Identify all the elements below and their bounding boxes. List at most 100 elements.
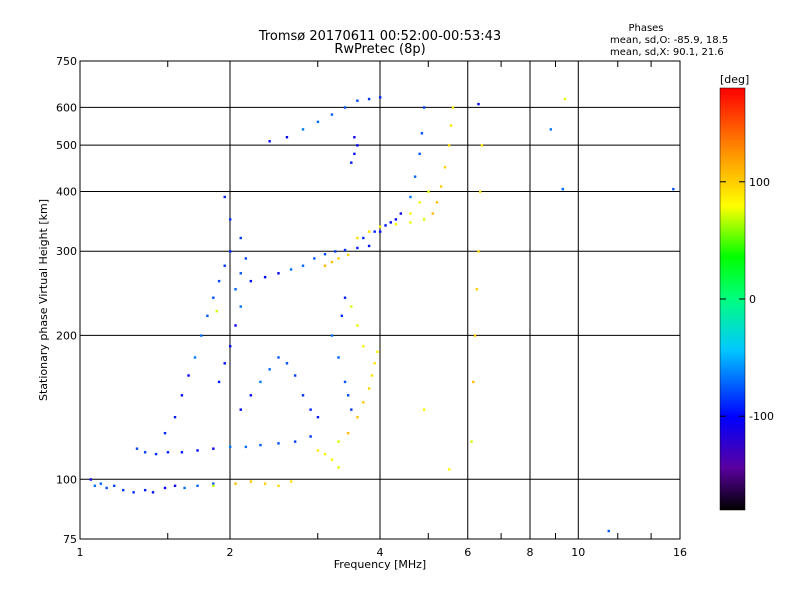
data-point-x [263,482,267,485]
data-point-o [234,324,237,327]
legend-line-o: mean, sd,O: -85.9, 18.5 [610,35,728,46]
data-point-o [239,408,242,411]
data-point-o [212,447,215,450]
data-point-o [193,356,197,359]
data-point-x [422,218,426,221]
data-point-o [122,488,125,492]
data-point-x [439,185,443,188]
data-point-o [309,408,312,411]
data-point-o [200,334,203,337]
data-point-o [196,449,199,452]
data-point-o [263,275,267,279]
data-point-o [166,451,170,454]
data-point-o [330,334,334,337]
data-point-o [293,440,297,443]
data-point-x [563,97,567,101]
data-point-o [356,144,359,147]
data-point-x [475,288,478,291]
y-axis-label: Stationary phase Virtual Height [km] [37,199,50,401]
data-point-o [346,394,350,397]
data-point-o [350,161,353,164]
data-point-o [217,279,221,283]
data-point-o [316,415,320,419]
data-point-o [105,486,108,490]
data-point-o [259,443,262,447]
data-point-o [277,272,280,275]
x-tick-label: 16 [673,546,687,559]
data-point-x [356,415,359,419]
data-point-x [330,458,334,461]
data-point-o [223,362,226,365]
data-point-x [427,190,430,193]
data-point-o [277,356,280,359]
data-point-x [379,225,382,228]
data-point-o [187,374,190,377]
data-point-x [362,401,365,404]
colorbar-ticks: 100 0 -100 [720,176,774,423]
x-axis-label: Frequency [MHz] [334,558,426,571]
data-point-x [234,482,237,485]
data-point-x [323,264,327,267]
data-point-x [356,324,359,327]
data-point-o [561,187,564,191]
y-tick-label: 100 [56,473,77,486]
y-tick-label: 200 [56,329,77,342]
data-point-o [112,484,116,488]
data-point-o [384,224,387,227]
data-point-o [607,529,610,533]
data-point-o [217,380,221,384]
data-point-o [268,140,271,143]
legend-line-x: mean, sd,X: 90.1, 21.6 [610,47,724,58]
data-point-o [239,272,242,275]
data-point-o [249,279,253,283]
x-tick-label: 6 [464,546,471,559]
chart-title: Tromsø 20170611 00:52:00-00:53:43 [258,29,501,44]
data-point-o [285,136,289,139]
data-point-x [447,468,451,471]
data-point-o [99,482,103,485]
data-point-o [337,356,340,359]
data-point-x [409,212,412,215]
data-point-o [180,451,184,454]
data-point-o [268,368,271,371]
data-point-o [229,345,232,348]
x-tick-label: 10 [571,546,585,559]
data-point-o [135,447,139,450]
data-point-o [373,230,376,233]
data-point-o [196,484,199,488]
data-point-x [431,212,434,215]
y-tick-label: 300 [56,245,77,258]
data-point-o [229,250,232,253]
y-tick-label: 500 [56,139,77,152]
plot-frame [79,60,681,540]
data-point-x [337,466,340,469]
data-point-x [215,309,219,313]
data-point-o [173,415,177,419]
data-point-x [370,374,374,377]
data-point-o [356,246,359,250]
data-point-o [154,452,158,456]
x-axis-ticks: 1 2 4 6 8 10 16 [77,61,687,559]
y-tick-label: 75 [63,533,77,546]
data-point-o [234,288,237,291]
data-point-x [337,440,340,443]
y-tick-label: 750 [56,55,77,68]
data-point-x [443,166,447,169]
data-point-x [289,480,293,483]
data-point-o [239,305,242,308]
data-point-x [409,221,412,224]
grid [80,61,680,539]
data-point-x [346,253,350,257]
data-point-o [334,250,337,253]
data-point-o [379,96,382,99]
data-point-o [353,152,356,156]
data-point-o [212,482,215,485]
data-point-o [180,394,184,397]
data-point-x [367,387,371,390]
data-point-o [244,445,248,449]
data-point-o [316,120,320,124]
data-point-o [223,264,226,267]
data-point-x [451,106,455,109]
data-point-x [472,380,475,384]
data-point-o [367,97,371,101]
